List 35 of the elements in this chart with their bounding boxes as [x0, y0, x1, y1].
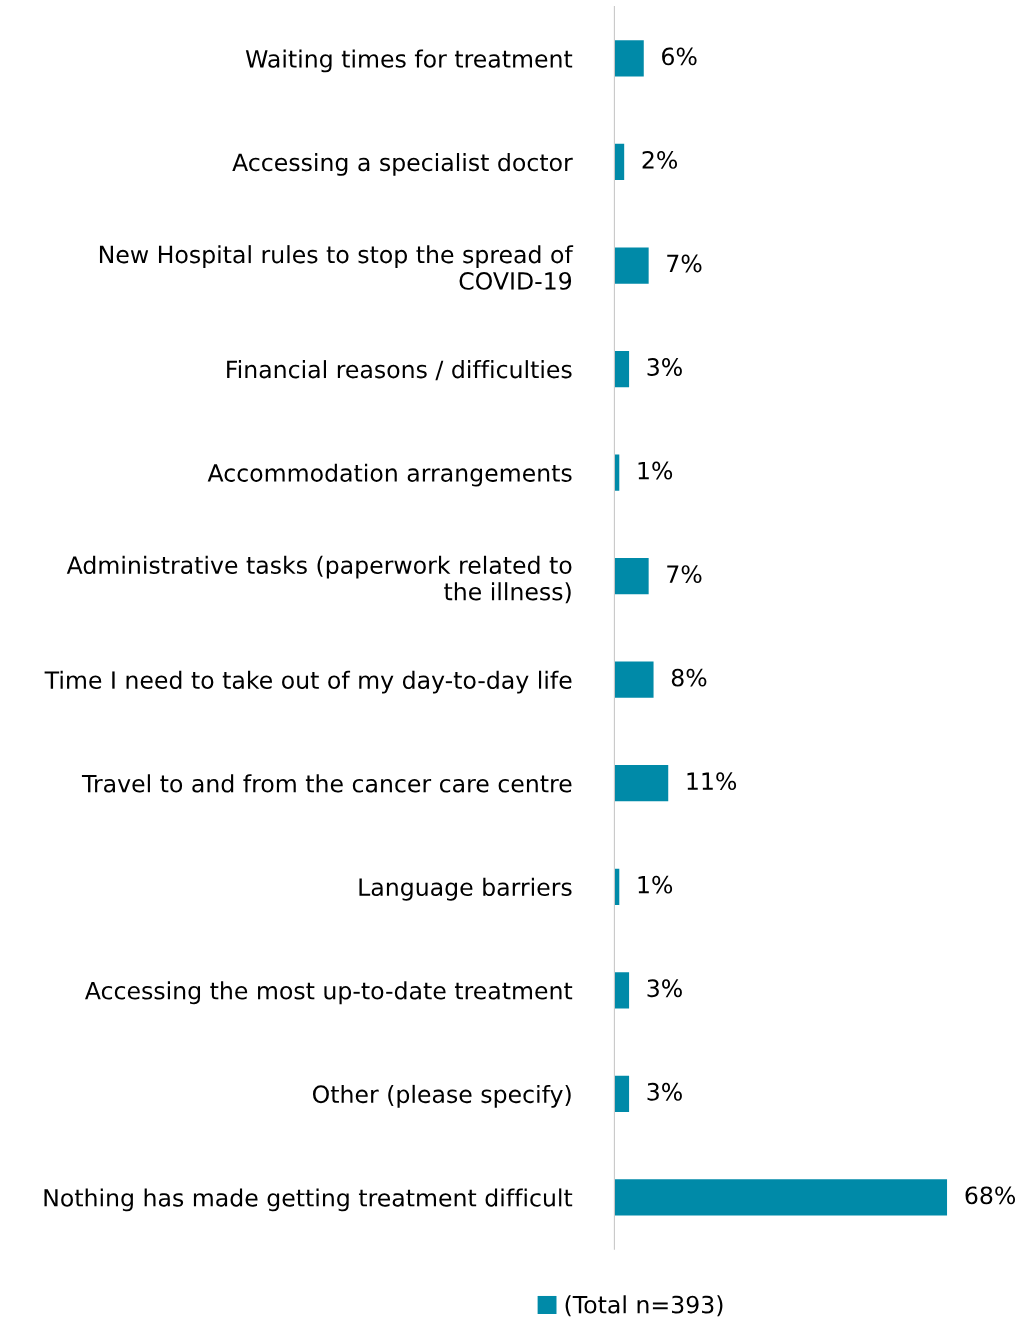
y-tick-label: Time I need to take out of my day-to-day life — [44, 670, 572, 694]
y-tick-label: Accommodation arrangements — [207, 463, 572, 487]
y-tick-label: Administrative tasks (paperwork related to the illness) — [66, 555, 572, 604]
data-label: 68% — [965, 1186, 1016, 1205]
bar — [614, 1075, 630, 1112]
data-label: 3% — [647, 1082, 682, 1101]
y-tick-label: Waiting times for treatment — [245, 49, 573, 73]
bar — [614, 1179, 948, 1216]
bar — [614, 972, 630, 1009]
y-tick-label: Other (please specify) — [312, 1084, 571, 1108]
data-label: 7% — [667, 565, 702, 583]
data-label: 8% — [671, 668, 707, 687]
data-label: 3% — [647, 358, 682, 376]
data-label: 6% — [662, 47, 697, 66]
bar — [614, 40, 644, 77]
data-label: 1% — [638, 461, 673, 480]
legend-label: (Total n=393) — [565, 1295, 723, 1317]
bar — [614, 765, 669, 802]
y-tick-label: Travel to and from the cancer care centre — [81, 774, 572, 793]
bar — [614, 661, 654, 698]
y-tick-label: New Hospital rules to stop the spread of COVID-19 — [99, 245, 574, 290]
y-tick-label: Financial reasons / difficulties — [227, 360, 572, 381]
y-tick-label: Nothing has made getting treatment difficult — [44, 1188, 573, 1212]
bar — [614, 247, 649, 284]
bar — [614, 558, 649, 595]
bar — [614, 143, 625, 181]
data-label: 11% — [687, 772, 737, 791]
y-tick-label: Accessing the most up-to-date treatment — [85, 981, 573, 1005]
data-label: 2% — [642, 150, 678, 169]
bar — [614, 350, 630, 388]
y-tick-label: Accessing a specialist doctor — [232, 153, 573, 176]
data-label: 1% — [638, 875, 673, 894]
data-label: 3% — [647, 979, 682, 998]
y-tick-label: Language barriers — [359, 877, 572, 901]
data-label: 7% — [667, 254, 702, 273]
